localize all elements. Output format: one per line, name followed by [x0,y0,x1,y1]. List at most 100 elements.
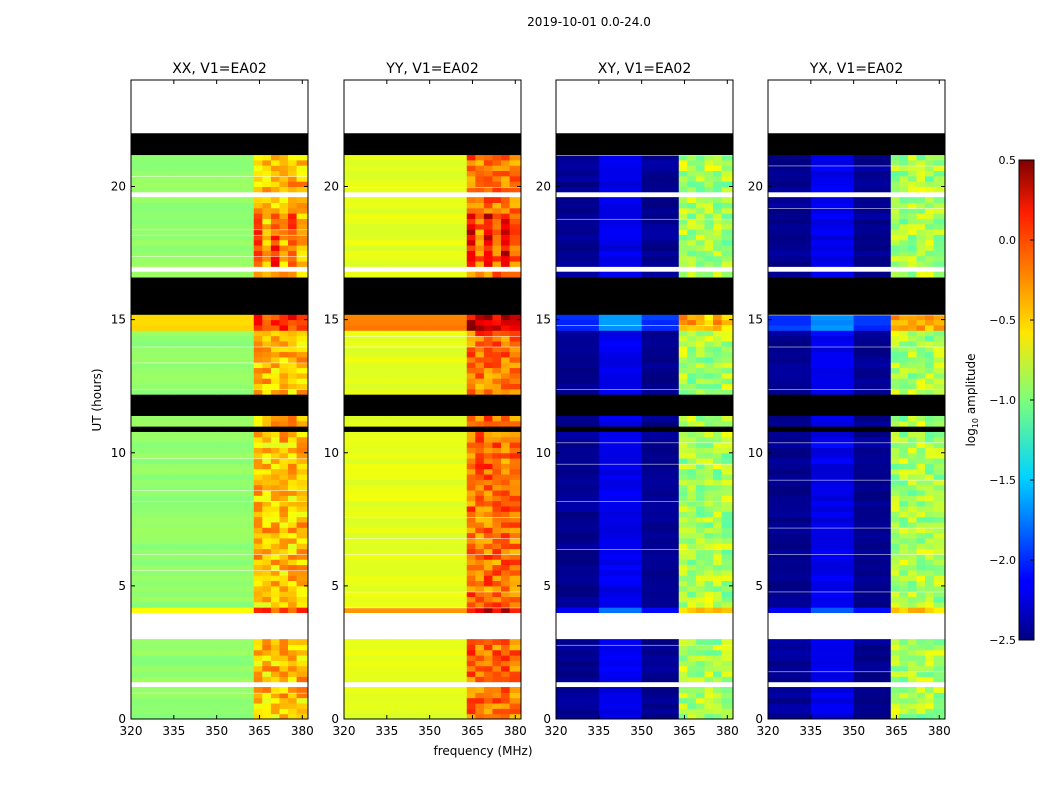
heatmap-cell [253,415,263,422]
heatmap-cell [492,218,502,225]
heatmap-cell [386,186,431,193]
heatmap-cell [270,569,280,576]
heatmap-cell [925,223,935,230]
heatmap-cell [262,234,272,241]
heatmap-cell [296,356,308,363]
heatmap-cell [933,261,945,267]
heatmap-cell [678,420,688,427]
heatmap-cell [501,197,511,203]
heatmap-cell [695,495,705,502]
heatmap-cell [296,559,308,566]
heatmap-cell [509,644,521,651]
heatmap-cell [253,548,263,555]
heatmap-cell [853,521,892,528]
heatmap-cell [216,181,255,187]
x-axis-label: frequency (MHz) [433,744,532,758]
heatmap-cell [262,516,272,523]
heatmap-cell [687,479,697,486]
heatmap-cell [890,218,900,225]
heatmap-cell [768,676,812,683]
heatmap-cell [253,218,263,225]
heatmap-cell [475,553,485,560]
heatmap-cell [721,516,733,523]
heatmap-cell [768,324,812,331]
heatmap-cell [386,607,431,613]
heatmap-cell [704,351,714,358]
heatmap-cell [687,415,697,422]
heatmap-cell [270,532,280,539]
heatmap-cell [641,340,680,347]
heatmap-cell [598,713,643,719]
heatmap-cell [270,490,280,496]
heatmap-cell [907,154,917,161]
heatmap-cell [704,607,714,613]
heatmap-cell [695,175,705,182]
heatmap-cell [429,495,468,502]
heatmap-cell [695,713,705,719]
heatmap-cell [695,245,705,251]
heatmap-cell [466,442,476,448]
heatmap-cell [890,585,900,592]
heatmap-cell [853,335,892,342]
heatmap-cell [296,532,308,539]
heatmap-cell [598,186,643,193]
heatmap-cell [933,521,945,528]
heatmap-cell [768,591,812,598]
heatmap-cell [933,250,945,257]
heatmap-cell [429,367,468,374]
heatmap-cell [925,511,935,518]
heatmap-cell [475,511,485,518]
colorbar-tick-label: −1.0 [989,394,1016,407]
heatmap-cell [475,186,485,193]
heatmap-cell [695,484,705,491]
heatmap-cell [501,383,511,390]
heatmap-cell [475,319,485,326]
heatmap-cell [687,564,697,571]
heatmap-cell [475,703,485,709]
heatmap-cell [916,665,926,672]
heatmap-cell [933,591,945,598]
heatmap-cell [270,245,280,251]
heatmap-cell [899,506,909,512]
heatmap-cell [501,585,511,592]
flagged-row [768,287,945,294]
heatmap-cell [907,202,917,209]
heatmap-cell [386,436,431,443]
heatmap-cell [270,340,280,347]
heatmap-cell [216,255,255,262]
heatmap-cell [853,154,892,161]
heatmap-cell [279,330,289,337]
heatmap-cell [695,319,705,326]
heatmap-cell [916,521,926,528]
heatmap-cell [270,330,280,337]
flagged-row [768,143,945,150]
panel-heatmap [556,80,733,719]
heatmap-cell [721,340,733,347]
heatmap-cell [296,671,308,677]
heatmap-cell [925,500,935,507]
heatmap-cell [344,335,388,342]
heatmap-cell [501,319,511,326]
heatmap-cell [556,665,600,672]
heatmap-cell [907,229,917,235]
heatmap-cell [713,245,723,251]
heatmap-cell [492,346,502,353]
heatmap-cell [492,553,502,560]
heatmap-cell [556,223,600,230]
heatmap-cell [216,447,255,454]
heatmap-cell [262,324,272,331]
heatmap-cell [853,175,892,182]
heatmap-cell [501,527,511,534]
heatmap-cell [483,170,493,177]
heatmap-cell [695,708,705,715]
heatmap-cell [641,495,680,502]
heatmap-cell [216,372,255,379]
heatmap-cell [279,234,289,241]
heatmap-cell [386,601,431,608]
heatmap-cell [641,676,680,683]
heatmap-cell [344,644,388,651]
heatmap-cell [695,655,705,661]
heatmap-cell [721,697,733,704]
heatmap-cell [853,676,892,683]
